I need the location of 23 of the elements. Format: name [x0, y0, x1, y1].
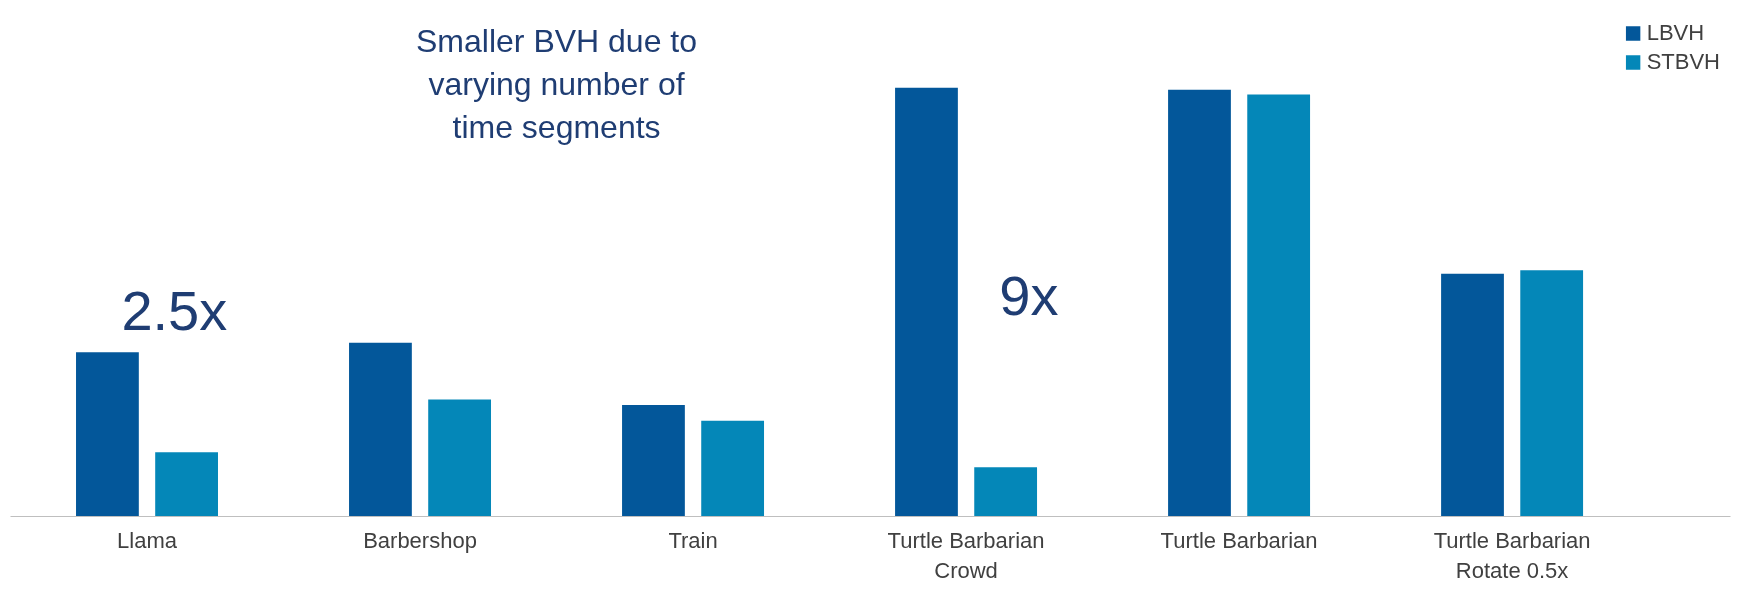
bar: [974, 467, 1038, 517]
x-tick-label: Barbershop: [363, 527, 477, 553]
bar: [349, 342, 412, 517]
x-tick-label: Turtle Barbarian Rotate 0.5x: [1433, 527, 1591, 583]
annotation: 2.5x: [121, 278, 228, 342]
bar: [1168, 89, 1231, 517]
bar: [701, 420, 765, 517]
annotation: 9x: [999, 263, 1059, 327]
bar: [155, 452, 218, 517]
legend-label: LBVH: [1646, 20, 1705, 46]
x-tick-label: Turtle Barbarian Crowd: [887, 527, 1045, 583]
x-tick-label: Turtle Barbarian: [1160, 527, 1318, 553]
legend-label: STBVH: [1646, 49, 1720, 75]
bar: [622, 405, 685, 517]
bar: [1441, 273, 1504, 517]
annotation: Smaller BVH due to varying number of time segments: [416, 22, 698, 145]
bar: [895, 87, 958, 517]
bar: [428, 399, 492, 517]
bar: [1247, 94, 1311, 517]
x-tick-label: Llama: [117, 527, 178, 553]
bar: [76, 352, 139, 517]
bar: [1520, 270, 1584, 517]
x-tick-label: Train: [668, 527, 718, 553]
